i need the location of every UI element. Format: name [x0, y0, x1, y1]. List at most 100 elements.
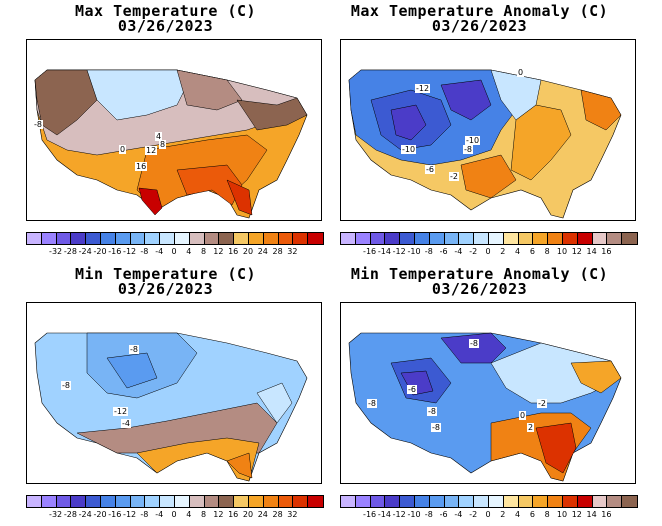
- colorbar-tick-label: 0: [485, 510, 491, 519]
- map-min-temperature-anomaly: -8 -8 -8 -8 -6 -2 0 2: [340, 302, 636, 484]
- colorbar-swatch: [308, 496, 323, 507]
- colorbar-tick-label: 32: [287, 247, 298, 256]
- panel-max-temperature-anomaly: Max Temperature Anomaly (C) 03/26/2023 -…: [314, 0, 645, 263]
- colorbar-tick-label: 24: [257, 247, 268, 256]
- colorbar-tick-label: 6: [529, 510, 535, 519]
- colorbar-tick-label: 14: [586, 247, 597, 256]
- colorbar-tick-label: 20: [242, 247, 254, 256]
- colorbar-tick-label: 32: [287, 510, 298, 519]
- colorbar-swatch: [234, 233, 249, 244]
- colorbar-tick-label: 16: [601, 247, 612, 256]
- colorbar-tick-label: -32: [49, 247, 63, 256]
- colorbar-swatch: [145, 233, 161, 244]
- colorbar-swatch: [592, 496, 608, 507]
- colorbar-swatch: [27, 233, 42, 244]
- colorbar-swatch: [263, 233, 279, 244]
- colorbar-swatch: [56, 496, 72, 507]
- colorbar-tick-label: 2: [500, 247, 506, 256]
- colorbar-swatch: [592, 233, 608, 244]
- colorbar-tick-label: -12: [123, 247, 137, 256]
- colorbar-swatch: [341, 233, 356, 244]
- map-annotation: 8: [159, 140, 167, 149]
- colorbar-tick-label: -10: [407, 510, 421, 519]
- colorbar: [26, 232, 324, 245]
- colorbar-tick-label: 10: [556, 510, 568, 519]
- colorbar-tick-label: 0: [171, 247, 177, 256]
- colorbar-tick-label: 16: [228, 247, 239, 256]
- panel-title: Min Temperature (C): [74, 265, 257, 283]
- colorbar-tick-label: 4: [186, 247, 192, 256]
- map-annotation: 0: [119, 145, 127, 154]
- colorbar-swatch: [414, 496, 430, 507]
- map-annotation: 2: [527, 423, 535, 432]
- colorbar-swatch: [204, 233, 220, 244]
- map-annotation: -6: [407, 385, 417, 394]
- colorbar-swatch: [160, 233, 175, 244]
- colorbar-tick-label: 4: [186, 510, 192, 519]
- colorbar: [340, 495, 638, 508]
- colorbar-tick-label: 20: [242, 510, 254, 519]
- colorbar-swatch: [56, 233, 72, 244]
- map-annotation: -8: [463, 145, 473, 154]
- colorbar-swatch: [115, 233, 131, 244]
- colorbar-tick-label: 14: [586, 510, 597, 519]
- colorbar-swatch: [160, 496, 175, 507]
- map-annotation: -8: [431, 423, 441, 432]
- colorbar-tick-label: 2: [500, 510, 506, 519]
- map-annotation: -10: [401, 145, 417, 154]
- colorbar-swatch: [263, 496, 279, 507]
- colorbar-swatch: [115, 496, 131, 507]
- colorbar-tick-label: -4: [155, 510, 164, 519]
- colorbar-swatch: [355, 233, 371, 244]
- colorbar-tick-label: 8: [201, 247, 207, 256]
- colorbar-ticks: -16 -14 -12 -10 -8 -6 -4 -2 0 2 4 6 8 10 12 14 16: [340, 510, 636, 520]
- map-annotation: -2: [449, 172, 459, 181]
- panel-title: Max Temperature (C): [74, 2, 257, 20]
- colorbar-tick-label: -12: [123, 510, 137, 519]
- colorbar-tick-label: 4: [515, 510, 521, 519]
- colorbar-tick-label: -16: [108, 510, 122, 519]
- panel-title: Min Temperature Anomaly (C): [350, 265, 609, 283]
- colorbar-ticks: -32 -28 -24 -20 -16 -12 -8 -4 0 4 8 12 16 20 24 28 32: [26, 510, 322, 520]
- colorbar-swatch: [622, 233, 637, 244]
- colorbar-tick-label: -14: [377, 510, 391, 519]
- map-annotation: -8: [33, 120, 43, 129]
- colorbar-swatch: [27, 496, 42, 507]
- colorbar-swatch: [429, 496, 445, 507]
- colorbar-swatch: [174, 233, 190, 244]
- colorbar-tick-label: -2: [469, 510, 478, 519]
- colorbar-tick-label: 8: [201, 510, 207, 519]
- map-min-temperature: -8 -8 -12 -4: [26, 302, 322, 484]
- colorbar-swatch: [414, 233, 430, 244]
- colorbar-swatch: [130, 496, 146, 507]
- colorbar-tick-label: 16: [601, 510, 612, 519]
- colorbar-swatch: [370, 233, 386, 244]
- colorbar-swatch: [189, 496, 205, 507]
- colorbar-tick-label: -14: [377, 247, 391, 256]
- colorbar-swatch: [355, 496, 371, 507]
- colorbar-tick-label: -4: [155, 247, 164, 256]
- colorbar-tick-label: -2: [469, 247, 478, 256]
- colorbar-tick-label: -8: [424, 247, 433, 256]
- colorbar-swatch: [219, 233, 235, 244]
- colorbar-swatch: [562, 233, 578, 244]
- colorbar-tick-label: 8: [544, 247, 550, 256]
- colorbar-swatch: [429, 233, 445, 244]
- colorbar-swatch: [248, 496, 264, 507]
- map-max-temperature-anomaly: -12 -10 -10 -8 -6 -2 0: [340, 39, 636, 221]
- colorbar-tick-label: -24: [78, 247, 92, 256]
- map-annotation: -10: [465, 136, 481, 145]
- colorbar-swatch: [308, 233, 323, 244]
- colorbar-tick-label: -28: [63, 510, 77, 519]
- colorbar-tick-label: -12: [392, 510, 406, 519]
- colorbar-tick-label: 12: [571, 510, 582, 519]
- colorbar-tick-label: 24: [257, 510, 268, 519]
- colorbar-tick-label: -28: [63, 247, 77, 256]
- colorbar-tick-label: -8: [140, 247, 149, 256]
- colorbar-swatch: [400, 496, 415, 507]
- colorbar-swatch: [607, 233, 623, 244]
- panel-min-temperature: Min Temperature (C) 03/26/2023 -8 -8 -12…: [0, 263, 331, 526]
- colorbar-swatch: [577, 233, 593, 244]
- colorbar-tick-label: -8: [140, 510, 149, 519]
- map-annotation: -2: [537, 399, 547, 408]
